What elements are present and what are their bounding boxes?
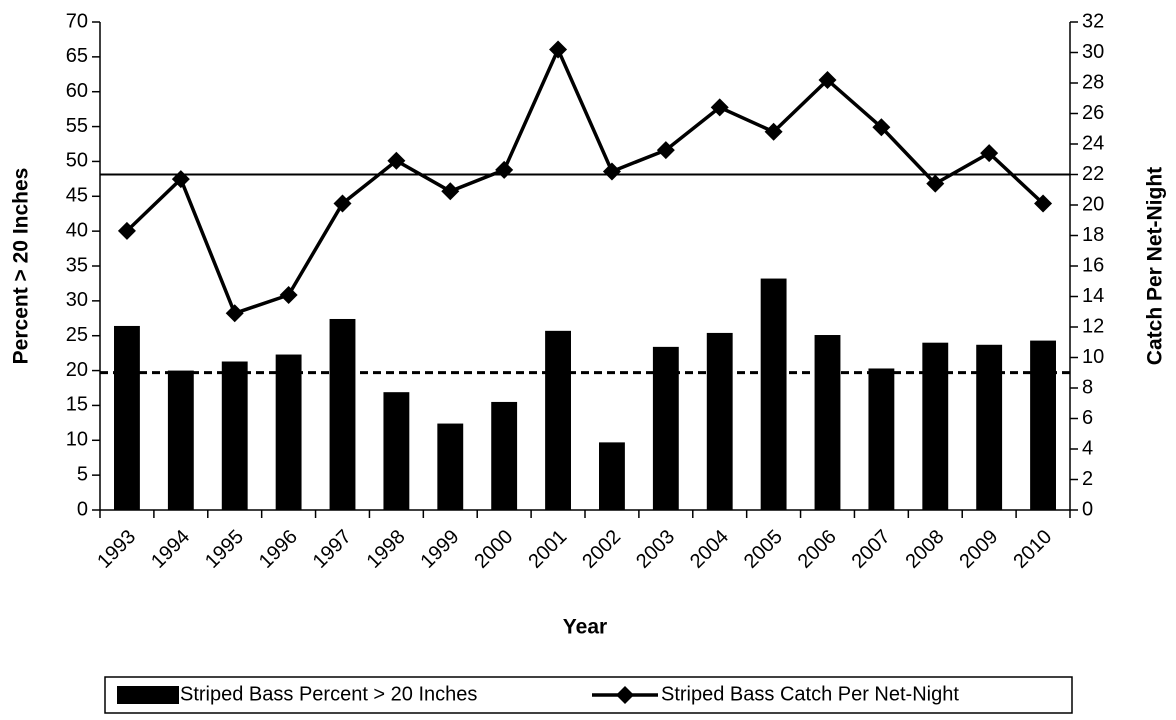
line-marker — [225, 304, 244, 323]
line-marker — [764, 122, 783, 141]
y-tick-label: 15 — [66, 394, 88, 416]
x-tick-label: 2006 — [794, 526, 841, 573]
bar — [976, 344, 1003, 510]
y-tick-label: 5 — [77, 463, 88, 485]
x-tick-label: 2001 — [524, 526, 571, 573]
line-marker — [495, 160, 514, 179]
bar — [706, 332, 733, 510]
bar — [545, 330, 571, 510]
bar — [114, 325, 140, 510]
y-tick-label: 35 — [66, 254, 88, 276]
y2-tick-label: 16 — [1082, 254, 1104, 276]
y-tick-label: 65 — [66, 45, 88, 67]
y2-tick-label: 30 — [1082, 41, 1104, 63]
x-tick-label: 2000 — [470, 526, 517, 573]
y-tick-label: 0 — [77, 498, 88, 520]
bar — [922, 342, 949, 510]
y-tick-label: 25 — [66, 324, 88, 346]
x-tick-label: 1994 — [147, 526, 194, 573]
legend-swatch — [117, 686, 179, 704]
x-tick-label: 2009 — [955, 526, 1002, 573]
y2-tick-label: 18 — [1082, 224, 1104, 246]
x-tick-label: 2005 — [740, 526, 787, 573]
bar — [329, 318, 356, 510]
y2-tick-label: 14 — [1082, 285, 1104, 307]
x-tick-label: 1997 — [309, 526, 356, 573]
line-marker — [710, 98, 729, 117]
y2-tick-label: 32 — [1082, 10, 1104, 32]
y-tick-label: 10 — [66, 429, 88, 451]
y2-tick-label: 26 — [1082, 102, 1104, 124]
line-marker — [602, 162, 621, 181]
y2-tick-label: 20 — [1082, 193, 1104, 215]
y2-tick-label: 28 — [1082, 71, 1104, 93]
bar — [1030, 340, 1056, 510]
line-marker — [1034, 194, 1053, 213]
y-axis-label: Percent > 20 Inches — [10, 168, 33, 365]
line-marker — [387, 151, 406, 170]
y2-tick-label: 6 — [1082, 407, 1093, 429]
line-marker — [333, 194, 352, 213]
bar — [868, 368, 895, 510]
y-tick-label: 70 — [66, 10, 88, 32]
y2-tick-label: 2 — [1082, 468, 1093, 490]
bar — [491, 401, 518, 510]
line-marker — [818, 70, 837, 89]
x-tick-label: 2007 — [848, 526, 895, 573]
line-marker — [117, 221, 136, 240]
bar — [437, 423, 464, 510]
y2-tick-label: 8 — [1082, 376, 1093, 398]
legend-swatch-marker — [616, 686, 634, 704]
bar — [221, 361, 248, 510]
y2-tick-label: 22 — [1082, 163, 1104, 185]
y-tick-label: 55 — [66, 115, 88, 137]
line-marker — [926, 174, 945, 193]
x-tick-label: 1998 — [363, 526, 410, 573]
line-marker — [171, 170, 190, 189]
line-marker — [441, 182, 460, 201]
x-tick-label: 1993 — [93, 526, 140, 573]
line-marker — [980, 144, 999, 163]
y-tick-label: 40 — [66, 219, 88, 241]
x-tick-label: 2004 — [686, 526, 733, 573]
y-tick-label: 30 — [66, 289, 88, 311]
bar — [383, 392, 410, 510]
x-tick-label: 1995 — [201, 526, 248, 573]
y-tick-label: 50 — [66, 150, 88, 172]
x-tick-label: 2008 — [902, 526, 949, 573]
legend-box — [104, 676, 1073, 714]
y2-tick-label: 12 — [1082, 315, 1104, 337]
line-marker — [549, 40, 568, 59]
line-marker — [279, 285, 298, 304]
x-axis-label: Year — [563, 616, 607, 639]
x-tick-label: 2003 — [632, 526, 679, 573]
bar — [760, 278, 787, 510]
bar — [599, 442, 625, 510]
y2-tick-label: 0 — [1082, 498, 1093, 520]
bar — [167, 370, 194, 510]
bar — [275, 354, 302, 510]
line-marker — [656, 141, 675, 160]
y-tick-label: 20 — [66, 359, 88, 381]
legend-label: Striped Bass Percent > 20 Inches — [180, 683, 477, 705]
line-marker — [872, 118, 891, 137]
x-tick-label: 1996 — [255, 526, 302, 573]
y2-axis-label: Catch Per Net-Night — [1144, 167, 1167, 365]
legend-label: Striped Bass Catch Per Net-Night — [661, 683, 959, 705]
x-tick-label: 2002 — [578, 526, 625, 573]
y-tick-label: 60 — [66, 80, 88, 102]
bar — [814, 335, 841, 510]
y2-tick-label: 4 — [1082, 437, 1093, 459]
line — [125, 45, 1045, 316]
x-tick-label: 2010 — [1009, 526, 1056, 573]
y2-tick-label: 10 — [1082, 346, 1104, 368]
y-tick-label: 45 — [66, 185, 88, 207]
x-tick-label: 1999 — [417, 526, 464, 573]
y2-tick-label: 24 — [1082, 132, 1104, 154]
